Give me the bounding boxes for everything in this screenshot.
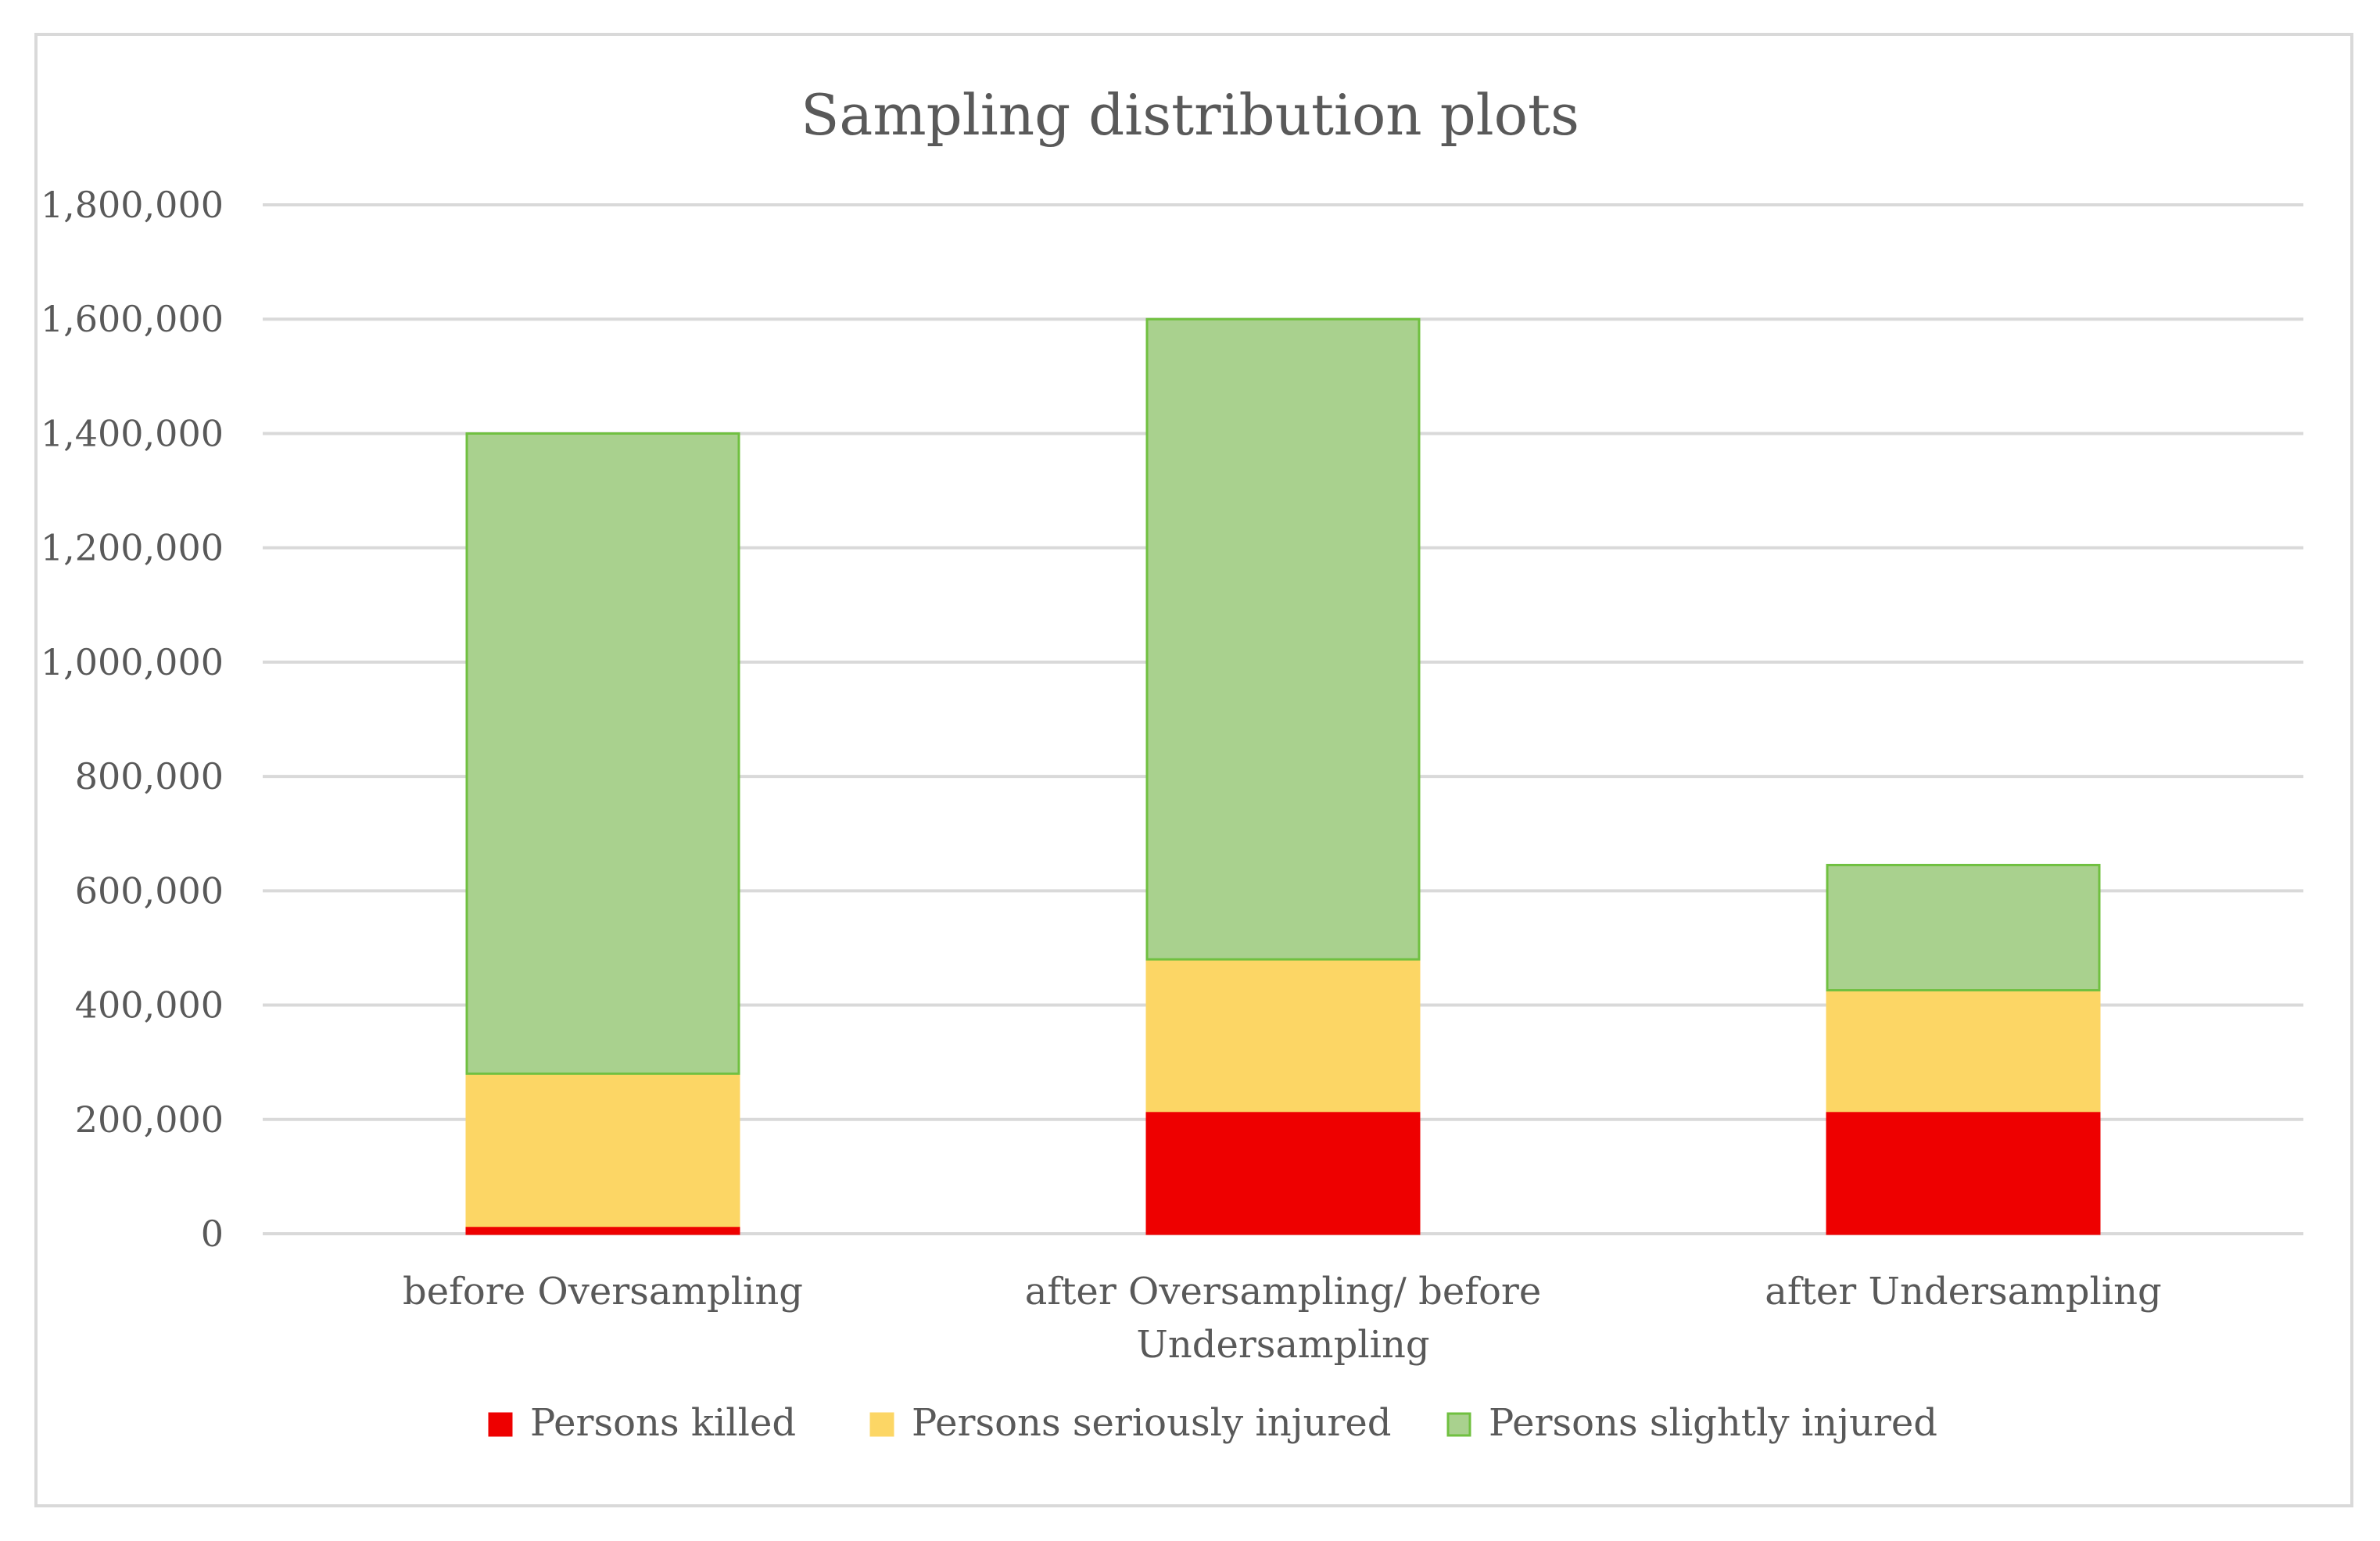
y-tick-label: 1,800,000 [41,184,224,226]
legend-label: Persons slightly injured [1489,1401,1937,1445]
bar-segment-persons-seriously-injured [465,1072,740,1227]
legend-swatch [869,1412,894,1437]
bar-segment-persons-slightly-injured [465,432,740,1075]
y-tick-label: 0 [201,1213,224,1255]
bar-segment-persons-killed [1826,1109,2101,1235]
y-tick-label: 400,000 [75,984,224,1027]
x-category-label: after Undersampling [1765,1270,2162,1313]
x-category-label: before Oversampling [403,1270,803,1313]
y-axis-tick-labels: 0 200,000 400,000 600,000 800,000 1,000,000 1,… [41,184,224,1255]
bar-segment-persons-slightly-injured [1145,317,1421,961]
x-category-label: after Oversampling/ before [1025,1270,1542,1313]
legend-swatch [488,1412,513,1437]
y-tick-label: 1,200,000 [41,527,224,569]
bar-segment-persons-slightly-injured [1826,863,2101,992]
legend-label: Persons seriously injured [912,1401,1391,1445]
bar-segment-persons-killed [465,1224,740,1235]
bars [465,317,2101,1235]
legend: Persons killed Persons seriously injured P… [488,1401,1937,1445]
chart-title: Sampling distribution plots [801,82,1579,148]
x-category-label: Undersampling [1136,1323,1429,1367]
legend-swatch [1446,1412,1471,1437]
y-tick-label: 1,400,000 [41,412,224,454]
x-axis-category-labels: before Oversampling after Oversampling/ b… [403,1270,2162,1367]
bar-segment-persons-seriously-injured [1145,958,1421,1113]
y-tick-label: 200,000 [75,1098,224,1141]
legend-label: Persons killed [530,1401,796,1445]
bar-segment-persons-killed [1145,1109,1421,1235]
y-tick-label: 600,000 [75,869,224,912]
y-tick-label: 1,000,000 [41,641,224,683]
y-tick-label: 800,000 [75,755,224,797]
y-tick-label: 1,600,000 [41,298,224,340]
bar-segment-persons-seriously-injured [1826,989,2101,1113]
